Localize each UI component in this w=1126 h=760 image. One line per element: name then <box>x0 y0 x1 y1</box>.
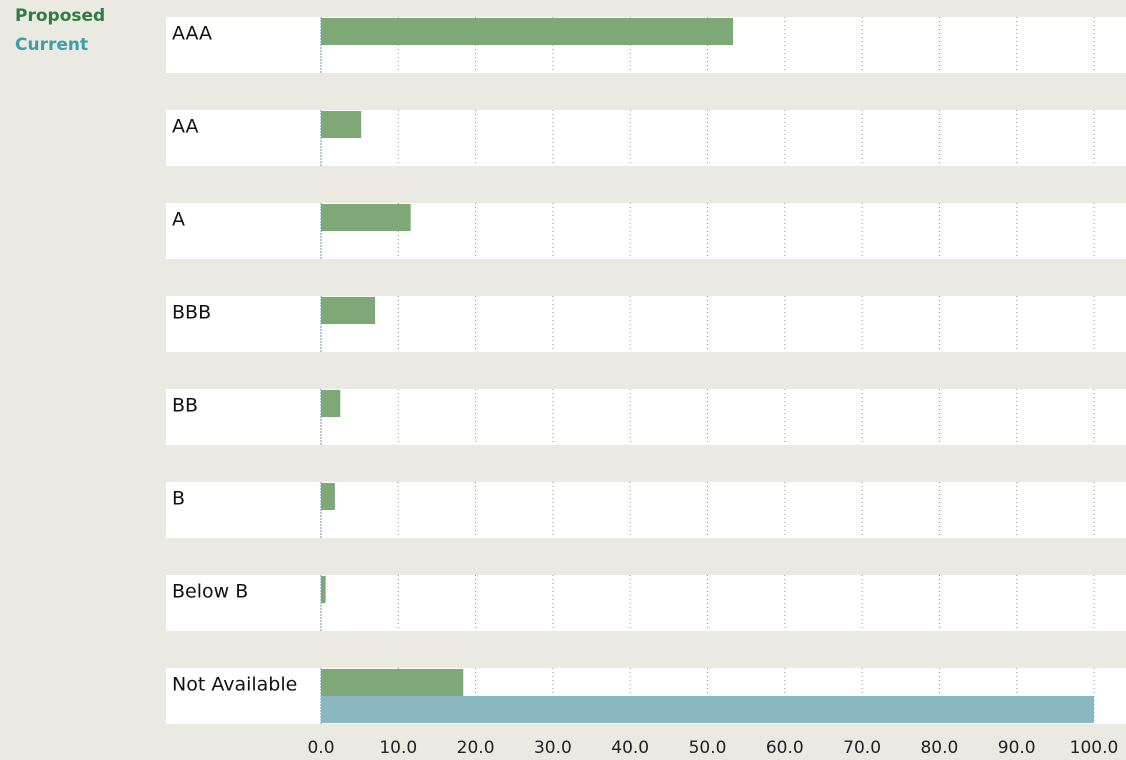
x-tick-label: 60.0 <box>766 738 804 758</box>
legend-entry: Proposed <box>15 6 105 26</box>
x-tick-label: 30.0 <box>534 738 572 758</box>
row-band <box>166 110 1126 166</box>
x-tick-label: 0.0 <box>307 738 334 758</box>
bar <box>321 204 411 231</box>
x-tick-label: 20.0 <box>457 738 495 758</box>
bar <box>321 111 362 138</box>
category-label: B <box>172 488 185 510</box>
x-tick-label: 100.0 <box>1070 738 1119 758</box>
bar <box>321 390 341 417</box>
category-label: AA <box>172 116 199 138</box>
bar <box>321 696 1094 723</box>
category-label: AAA <box>172 23 212 45</box>
row-band <box>166 296 1126 352</box>
bar <box>321 483 335 510</box>
bar <box>321 18 734 45</box>
bar <box>321 576 326 603</box>
x-tick-label: 50.0 <box>689 738 727 758</box>
x-tick-label: 90.0 <box>998 738 1036 758</box>
row-band <box>166 389 1126 445</box>
category-label: Not Available <box>172 674 297 696</box>
category-label: Below B <box>172 581 248 603</box>
x-tick-label: 10.0 <box>379 738 417 758</box>
row-band <box>166 482 1126 538</box>
category-label: BB <box>172 395 198 417</box>
x-tick-label: 80.0 <box>920 738 958 758</box>
bar <box>321 297 376 324</box>
category-label: BBB <box>172 302 211 324</box>
legend-entry: Current <box>15 35 88 55</box>
row-band <box>166 203 1126 259</box>
bar <box>321 669 464 696</box>
category-label: A <box>172 209 185 231</box>
x-tick-label: 70.0 <box>843 738 881 758</box>
x-tick-label: 40.0 <box>611 738 649 758</box>
row-band <box>166 575 1126 631</box>
